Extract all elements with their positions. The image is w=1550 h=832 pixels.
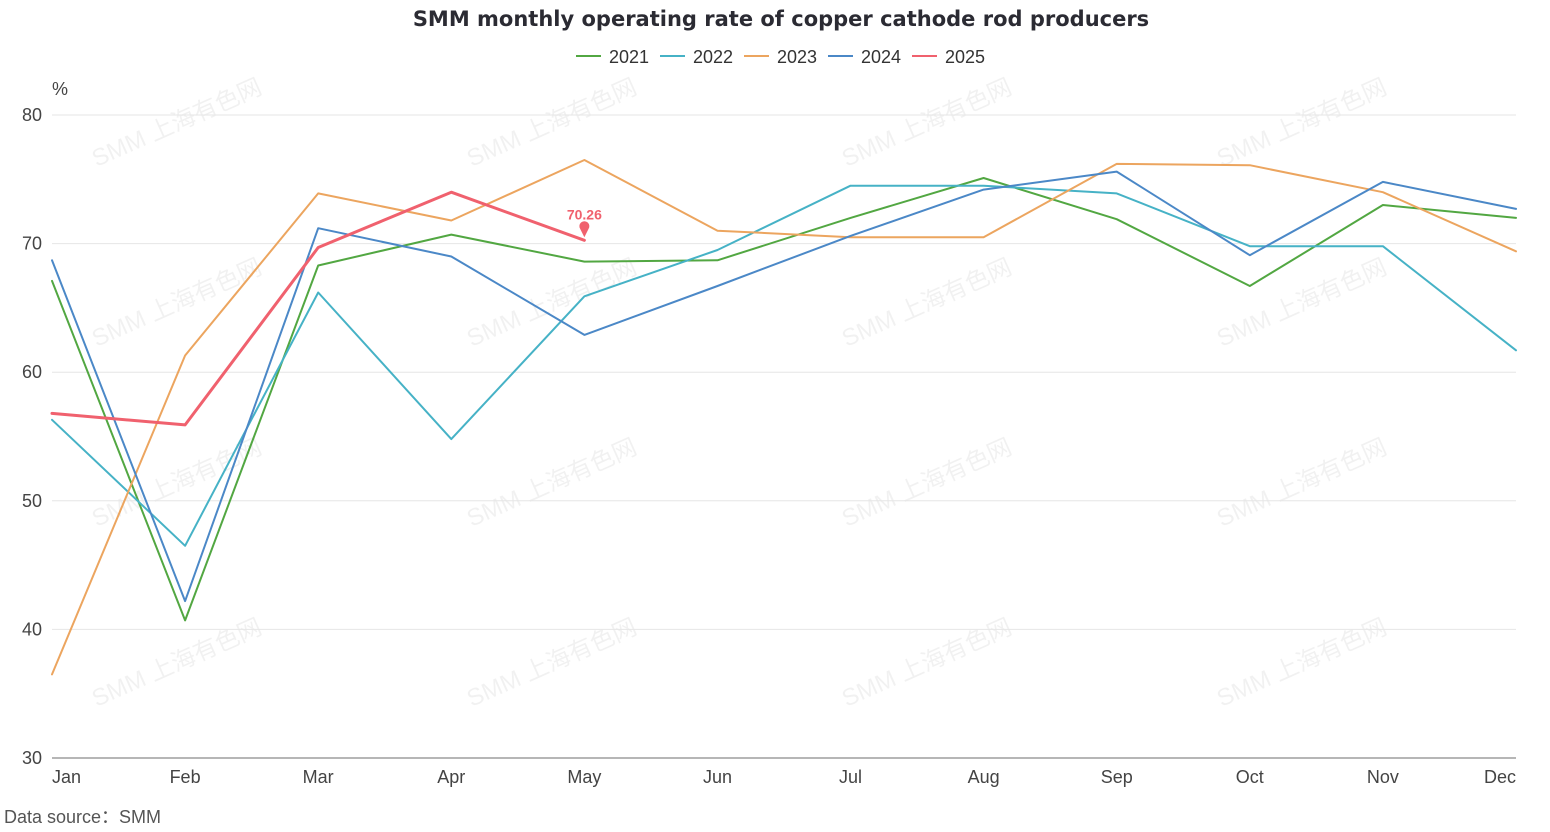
- x-tick-label: Jul: [839, 767, 862, 787]
- legend-label: 2024: [861, 47, 901, 67]
- watermark-text: SMM 上海有色网: [838, 74, 1016, 173]
- y-tick-label: 50: [22, 491, 42, 511]
- y-tick-label: 40: [22, 619, 42, 639]
- chart-title: SMM monthly operating rate of copper cat…: [413, 7, 1149, 31]
- y-axis: 30 40 50 60 70 80: [22, 105, 42, 768]
- watermark-text: SMM 上海有色网: [463, 614, 641, 713]
- y-tick-label: 30: [22, 748, 42, 768]
- watermark-text: SMM 上海有色网: [1213, 614, 1391, 713]
- series-line-2022[interactable]: [51, 184, 1517, 547]
- legend-item-2023[interactable]: 2023: [744, 47, 817, 67]
- annotation-marker: [579, 221, 590, 238]
- x-axis: Jan Feb Mar Apr May Jun Jul Aug Sep Oct Nov Dec: [52, 757, 1516, 787]
- y-tick-label: 60: [22, 362, 42, 382]
- x-tick-label: Mar: [303, 767, 334, 787]
- watermark-text: SMM 上海有色网: [463, 434, 641, 533]
- legend-label: 2021: [609, 47, 649, 67]
- series-line-2023[interactable]: [51, 159, 1517, 676]
- series-line-2021[interactable]: [51, 177, 1517, 622]
- x-tick-label: Sep: [1101, 767, 1133, 787]
- y-axis-unit-label: %: [52, 79, 68, 99]
- x-tick-label: May: [567, 767, 601, 787]
- series-line-2024[interactable]: [51, 170, 1517, 603]
- grid: [52, 114, 1516, 630]
- series-layer: [50, 159, 1517, 676]
- annotation-layer: 70.26: [567, 206, 602, 238]
- x-tick-label: Jan: [52, 767, 81, 787]
- watermark-text: SMM 上海有色网: [463, 254, 641, 353]
- watermark-text: SMM 上海有色网: [88, 254, 266, 353]
- data-label: 70.26: [567, 206, 602, 222]
- watermark-text: SMM 上海有色网: [1213, 434, 1391, 533]
- legend-item-2022[interactable]: 2022: [660, 47, 733, 67]
- series-line-2025[interactable]: [50, 190, 586, 427]
- legend-item-2021[interactable]: 2021: [576, 47, 649, 67]
- watermark-layer: SMM 上海有色网 SMM 上海有色网 SMM 上海有色网 SMM 上海有色网 SMM …: [88, 74, 1391, 713]
- watermark-text: SMM 上海有色网: [463, 74, 641, 173]
- legend-label: 2023: [777, 47, 817, 67]
- y-tick-label: 70: [22, 234, 42, 254]
- watermark-text: SMM 上海有色网: [838, 434, 1016, 533]
- x-tick-label: Aug: [968, 767, 1000, 787]
- x-tick-label: Oct: [1236, 767, 1264, 787]
- legend-label: 2025: [945, 47, 985, 67]
- x-tick-label: Apr: [437, 767, 465, 787]
- legend-item-2025[interactable]: 2025: [912, 47, 985, 67]
- x-tick-label: Feb: [170, 767, 201, 787]
- legend: 2021 2022 2023 2024 2025: [576, 47, 985, 67]
- watermark-text: SMM 上海有色网: [1213, 74, 1391, 173]
- x-tick-label: Nov: [1367, 767, 1399, 787]
- x-tick-label: Dec: [1484, 767, 1516, 787]
- watermark-text: SMM 上海有色网: [838, 614, 1016, 713]
- data-source-note: Data source：SMM: [4, 807, 161, 827]
- watermark-text: SMM 上海有色网: [838, 254, 1016, 353]
- legend-item-2024[interactable]: 2024: [828, 47, 901, 67]
- watermark-text: SMM 上海有色网: [88, 614, 266, 713]
- watermark-text: SMM 上海有色网: [1213, 254, 1391, 353]
- legend-label: 2022: [693, 47, 733, 67]
- x-tick-label: Jun: [703, 767, 732, 787]
- watermark-text: SMM 上海有色网: [88, 74, 266, 173]
- y-tick-label: 80: [22, 105, 42, 125]
